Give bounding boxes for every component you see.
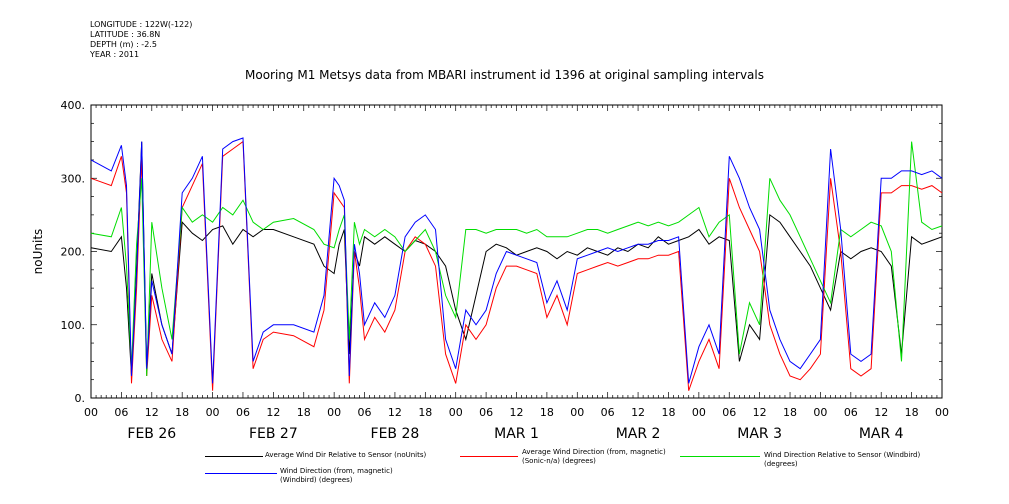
legend-swatch-3 bbox=[205, 473, 277, 474]
series-line-3 bbox=[90, 137, 943, 384]
x-tick-label: 00 bbox=[570, 406, 584, 419]
x-tick-label: 18 bbox=[175, 406, 189, 419]
legend-label-2: Wind Direction Relative to Sensor (Windb… bbox=[764, 451, 921, 468]
x-tick-label: 06 bbox=[114, 406, 128, 419]
x-day-label: MAR 4 bbox=[859, 426, 904, 442]
depth-text: DEPTH (m) : -2.5 bbox=[90, 40, 157, 49]
x-tick-label: 06 bbox=[358, 406, 372, 419]
x-tick-label: 12 bbox=[874, 406, 888, 419]
x-tick-label: 18 bbox=[783, 406, 797, 419]
x-tick-label: 12 bbox=[510, 406, 524, 419]
x-tick-label: 00 bbox=[449, 406, 463, 419]
x-tick-label: 06 bbox=[722, 406, 736, 419]
x-tick-label: 00 bbox=[692, 406, 706, 419]
x-tick-label: 18 bbox=[297, 406, 311, 419]
chart-axes: 0. 100. 200. 300. 400. 00 06 12 18 00 06 12 18 00 06 12… bbox=[31, 99, 949, 442]
legend-swatch-2 bbox=[680, 456, 760, 457]
x-day-label: FEB 26 bbox=[127, 426, 176, 442]
x-tick-label: 12 bbox=[388, 406, 402, 419]
legend-swatch-1 bbox=[460, 456, 518, 457]
x-tick-label: 06 bbox=[844, 406, 858, 419]
x-tick-label: 12 bbox=[266, 406, 280, 419]
x-tick-label: 18 bbox=[661, 406, 675, 419]
x-tick-label: 12 bbox=[753, 406, 767, 419]
year-text: YEAR : 2011 bbox=[90, 50, 140, 59]
x-tick-label: 18 bbox=[540, 406, 554, 419]
legend-label-1: Average Wind Direction (from, magnetic) … bbox=[522, 448, 666, 465]
longitude-text: LONGITUDE : 122W(-122) bbox=[90, 20, 193, 29]
x-tick-label: 18 bbox=[418, 406, 432, 419]
x-tick-label: 06 bbox=[479, 406, 493, 419]
series-line-1 bbox=[90, 140, 943, 391]
y-axis-label: noUnits bbox=[31, 229, 45, 275]
x-tick-label: 06 bbox=[236, 406, 250, 419]
y-tick-label: 0. bbox=[75, 392, 86, 405]
x-day-label: MAR 2 bbox=[616, 426, 661, 442]
metadata-block: LONGITUDE : 122W(-122) LATITUDE : 36.8N … bbox=[90, 20, 192, 60]
legend-label-3: Wind Direction (from, magnetic) (Windbir… bbox=[280, 467, 393, 484]
x-day-label: MAR 1 bbox=[494, 426, 539, 442]
x-tick-label: 12 bbox=[145, 406, 159, 419]
y-tick-label: 200. bbox=[61, 246, 86, 259]
x-day-label: MAR 3 bbox=[737, 426, 782, 442]
x-tick-label: 00 bbox=[327, 406, 341, 419]
x-tick-label: 18 bbox=[905, 406, 919, 419]
x-tick-label: 00 bbox=[84, 406, 98, 419]
x-tick-label: 00 bbox=[813, 406, 827, 419]
x-tick-label: 00 bbox=[935, 406, 949, 419]
x-tick-label: 06 bbox=[601, 406, 615, 419]
chart-series-group bbox=[90, 137, 943, 391]
chart-title: Mooring M1 Metsys data from MBARI instru… bbox=[245, 68, 764, 82]
series-line-2 bbox=[90, 141, 943, 377]
legend-swatch-0 bbox=[205, 456, 263, 457]
latitude-text: LATITUDE : 36.8N bbox=[90, 30, 161, 39]
x-day-label: FEB 27 bbox=[249, 426, 298, 442]
x-tick-label: 12 bbox=[631, 406, 645, 419]
series-line-0 bbox=[90, 141, 943, 377]
x-day-label: FEB 28 bbox=[371, 426, 420, 442]
y-tick-label: 100. bbox=[61, 319, 86, 332]
y-tick-label: 300. bbox=[61, 172, 86, 185]
legend-label-0: Average Wind Dir Relative to Sensor (noU… bbox=[265, 451, 427, 459]
x-tick-label: 00 bbox=[206, 406, 220, 419]
y-tick-label: 400. bbox=[61, 99, 86, 112]
